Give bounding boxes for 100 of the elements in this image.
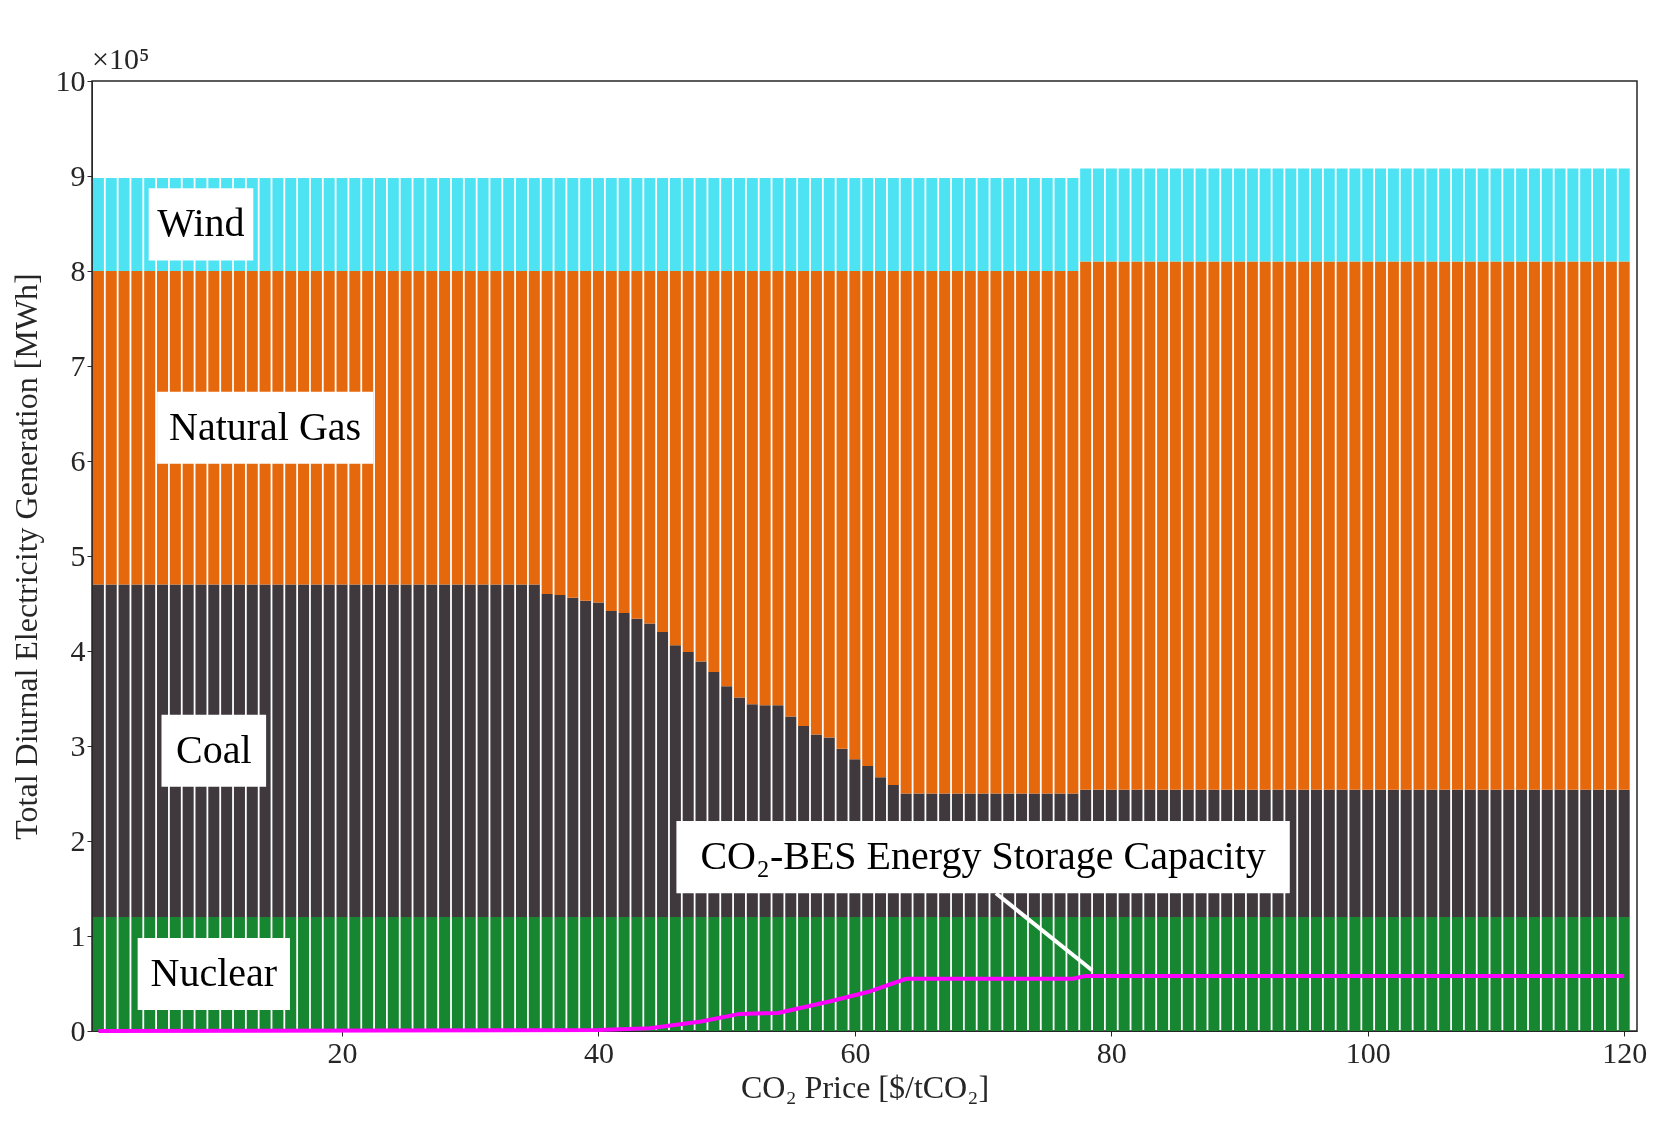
- bar: [1593, 917, 1605, 1031]
- bar: [387, 271, 399, 585]
- bar: [451, 584, 463, 917]
- bar: [733, 177, 745, 271]
- bar: [516, 917, 528, 1031]
- bar: [1503, 168, 1515, 262]
- bar: [875, 917, 887, 1031]
- bar: [1092, 917, 1105, 1031]
- bar: [1298, 917, 1310, 1031]
- bar: [1182, 168, 1194, 262]
- bar: [362, 584, 374, 917]
- y-tick-label: 7: [70, 348, 86, 382]
- bar: [1298, 168, 1310, 262]
- y-axis-title: Total Diurnal Electricity Generation [MWh]: [7, 273, 44, 840]
- bar: [1182, 917, 1194, 1031]
- bar: [721, 271, 733, 687]
- bar: [657, 917, 669, 1031]
- bar: [669, 271, 681, 646]
- bar: [580, 271, 592, 601]
- bar: [682, 271, 694, 652]
- bar: [746, 917, 758, 1031]
- bar: [733, 271, 745, 698]
- bar: [1157, 917, 1169, 1031]
- bar: [1541, 789, 1553, 917]
- bar: [451, 917, 463, 1031]
- bar: [862, 271, 874, 766]
- bar: [1528, 261, 1540, 790]
- bar: [964, 271, 976, 794]
- bar: [426, 271, 438, 585]
- bar: [1182, 261, 1194, 790]
- bar: [1439, 261, 1451, 790]
- y-tick-label: 0: [70, 1013, 86, 1047]
- bar: [387, 584, 399, 917]
- bar: [1157, 261, 1169, 790]
- bar: [1375, 168, 1387, 262]
- x-tick-label: 80: [1096, 1035, 1127, 1069]
- x-tick-label: 20: [327, 1035, 358, 1069]
- bar: [1541, 261, 1553, 790]
- bar: [1503, 789, 1515, 917]
- bar: [1246, 261, 1258, 790]
- bar: [464, 584, 476, 917]
- bar: [1387, 917, 1399, 1031]
- bar: [298, 177, 310, 271]
- bar: [875, 177, 887, 271]
- bar: [1516, 261, 1528, 790]
- bar: [1105, 261, 1117, 790]
- bar: [721, 917, 733, 1031]
- bar: [1375, 789, 1387, 917]
- bar: [746, 271, 758, 705]
- bar: [92, 584, 104, 917]
- bar: [1451, 789, 1464, 917]
- bar: [1323, 789, 1335, 917]
- bar: [1439, 168, 1451, 262]
- bar: [1516, 168, 1528, 262]
- bar: [592, 917, 604, 1031]
- bar: [1234, 917, 1246, 1031]
- bar: [939, 271, 951, 794]
- bar: [580, 177, 592, 271]
- bar: [92, 177, 104, 271]
- bar: [298, 584, 310, 917]
- bar: [1593, 261, 1605, 790]
- bar: [1169, 917, 1181, 1031]
- bar: [1003, 917, 1015, 1031]
- bar: [516, 271, 528, 585]
- bar: [1310, 917, 1322, 1031]
- bar: [823, 917, 835, 1031]
- y-tick-label: 6: [70, 443, 86, 477]
- bar: [1362, 917, 1374, 1031]
- bar: [1310, 789, 1322, 917]
- bar: [657, 632, 669, 917]
- bar: [669, 917, 681, 1031]
- bar: [605, 917, 617, 1031]
- bar: [1387, 168, 1399, 262]
- bar: [939, 177, 951, 271]
- bar: [785, 177, 797, 271]
- bar: [1580, 168, 1592, 262]
- bar: [516, 177, 528, 271]
- bar: [887, 917, 899, 1031]
- bar: [528, 584, 540, 917]
- bar: [785, 917, 797, 1031]
- bar: [439, 917, 451, 1031]
- bar: [1580, 789, 1592, 917]
- bar: [682, 177, 694, 271]
- bar: [1092, 261, 1105, 790]
- bar: [1323, 261, 1335, 790]
- bar: [887, 271, 899, 785]
- annotation: CO₂-BES Energy Storage Capacity: [700, 833, 1266, 879]
- x-axis-title: CO₂ Price [$/tCO₂]: [740, 1068, 990, 1105]
- bar: [426, 177, 438, 271]
- bar: [1528, 789, 1540, 917]
- bar: [1016, 177, 1028, 271]
- bar: [374, 917, 386, 1031]
- bar: [503, 271, 515, 585]
- bar: [644, 271, 656, 624]
- y-tick-label: 4: [70, 633, 86, 667]
- bar: [1464, 789, 1476, 917]
- bar: [1618, 917, 1630, 1031]
- bar: [1541, 917, 1553, 1031]
- bar: [1003, 177, 1015, 271]
- bar: [310, 177, 322, 271]
